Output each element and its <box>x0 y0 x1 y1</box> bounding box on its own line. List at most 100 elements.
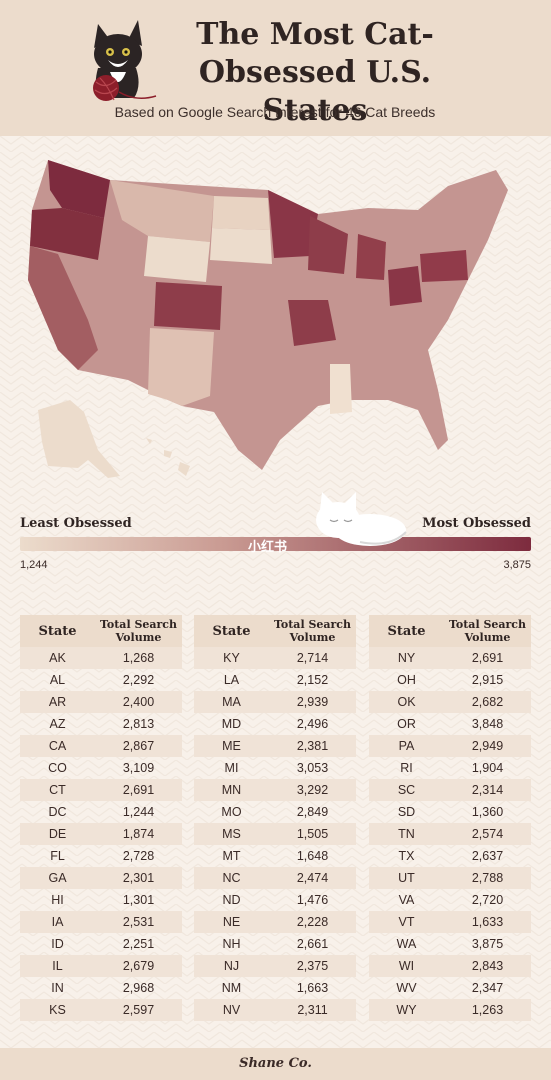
state-washington <box>48 160 110 218</box>
state-alaska <box>38 400 120 478</box>
table-header: State Total Search Volume <box>194 615 356 647</box>
volume-cell: 2,679 <box>122 959 155 973</box>
state-cell: IL <box>52 959 63 973</box>
table-row: SC 2,314 <box>369 779 531 801</box>
volume-column-header: Total Search Volume <box>273 618 352 644</box>
header-band: The Most Cat- Obsessed U.S. States Based… <box>0 0 551 136</box>
state-cell: IA <box>51 915 64 929</box>
state-cell: NH <box>222 937 241 951</box>
table-header: State Total Search Volume <box>20 615 182 647</box>
volume-cell: 2,691 <box>471 651 504 665</box>
state-cell: AZ <box>49 717 66 731</box>
legend-gradient-bar <box>20 537 531 551</box>
state-hawaii <box>146 438 190 476</box>
volume-column-header: Total Search Volume <box>99 618 178 644</box>
volume-cell: 2,682 <box>471 695 504 709</box>
sleeping-cat-illustration <box>316 492 407 546</box>
state-cell: FL <box>50 849 65 863</box>
state-colorado <box>154 282 222 330</box>
state-cell: OR <box>397 717 416 731</box>
table-row: DC 1,244 <box>20 801 182 823</box>
volume-cell: 1,263 <box>471 1003 504 1017</box>
volume-cell: 2,968 <box>122 981 155 995</box>
volume-cell: 3,292 <box>296 783 329 797</box>
volume-cell: 1,360 <box>471 805 504 819</box>
state-cell: OH <box>397 673 416 687</box>
volume-cell: 2,813 <box>122 717 155 731</box>
table-row: NH 2,661 <box>194 933 356 955</box>
state-cell: PA <box>398 739 415 753</box>
volume-cell: 2,375 <box>296 959 329 973</box>
table-row: WA 3,875 <box>369 933 531 955</box>
table-row: NV 2,311 <box>194 999 356 1021</box>
state-cell: MD <box>221 717 242 731</box>
state-cell: AR <box>48 695 67 709</box>
legend-most-label: Most Obsessed <box>422 516 531 531</box>
volume-cell: 2,867 <box>122 739 155 753</box>
state-column-header: State <box>212 623 251 639</box>
state-cell: SD <box>397 805 416 819</box>
table-row: AR 2,400 <box>20 691 182 713</box>
state-south-dakota <box>210 228 272 264</box>
table-row: LA 2,152 <box>194 669 356 691</box>
state-cell: ID <box>51 937 64 951</box>
table-row: IN 2,968 <box>20 977 182 999</box>
table-row: TX 2,637 <box>369 845 531 867</box>
state-ohio <box>388 266 422 306</box>
legend-least-label: Least Obsessed <box>20 516 132 531</box>
title-line-2: Obsessed U.S. States <box>198 55 432 128</box>
volume-cell: 1,301 <box>122 893 155 907</box>
table-row: ME 2,381 <box>194 735 356 757</box>
state-montana <box>110 180 214 242</box>
volume-cell: 2,314 <box>471 783 504 797</box>
volume-cell: 2,597 <box>122 1003 155 1017</box>
table-row: WV 2,347 <box>369 977 531 999</box>
state-cell: ME <box>222 739 241 753</box>
state-wyoming <box>144 236 210 282</box>
table-row: FL 2,728 <box>20 845 182 867</box>
state-oregon <box>30 208 104 260</box>
table-row: OH 2,915 <box>369 669 531 691</box>
state-cell: WA <box>396 937 417 951</box>
table-row: HI 1,301 <box>20 889 182 911</box>
state-minnesota <box>268 190 318 258</box>
volume-cell: 1,663 <box>296 981 329 995</box>
table-row: UT 2,788 <box>369 867 531 889</box>
volume-cell: 2,661 <box>296 937 329 951</box>
legend-max-value: 3,875 <box>503 559 531 571</box>
volume-cell: 2,531 <box>122 915 155 929</box>
state-cell: MT <box>222 849 241 863</box>
table-row: VA 2,720 <box>369 889 531 911</box>
volume-cell: 2,849 <box>296 805 329 819</box>
watermark-text: 小红书 <box>248 539 288 554</box>
volume-cell: 2,691 <box>122 783 155 797</box>
state-cell: SC <box>397 783 416 797</box>
volume-cell: 2,496 <box>296 717 329 731</box>
state-cell: ND <box>222 893 241 907</box>
state-cell: CT <box>49 783 66 797</box>
subtitle: Based on Google Search Interest for 46 C… <box>114 104 436 120</box>
table-row: KS 2,597 <box>20 999 182 1021</box>
table-row: WY 1,263 <box>369 999 531 1021</box>
state-cell: VT <box>398 915 415 929</box>
table-row: NM 1,663 <box>194 977 356 999</box>
volume-cell: 2,843 <box>471 959 504 973</box>
volume-cell: 2,637 <box>471 849 504 863</box>
state-cell: DE <box>48 827 67 841</box>
table-row: AK 1,268 <box>20 647 182 669</box>
table-row: NE 2,228 <box>194 911 356 933</box>
volume-cell: 2,915 <box>471 673 504 687</box>
state-cell: CA <box>48 739 67 753</box>
state-cell: HI <box>51 893 64 907</box>
table-row: NJ 2,375 <box>194 955 356 977</box>
volume-cell: 2,788 <box>471 871 504 885</box>
volume-cell: 2,301 <box>122 871 155 885</box>
footer-band: Shane Co. <box>0 1048 551 1080</box>
volume-cell: 2,251 <box>122 937 155 951</box>
volume-cell: 2,347 <box>471 981 504 995</box>
state-cell: NE <box>222 915 241 929</box>
us-choropleth-map <box>28 160 508 478</box>
state-cell: NJ <box>223 959 240 973</box>
state-cell: VA <box>398 893 415 907</box>
state-new-mexico <box>148 328 214 406</box>
